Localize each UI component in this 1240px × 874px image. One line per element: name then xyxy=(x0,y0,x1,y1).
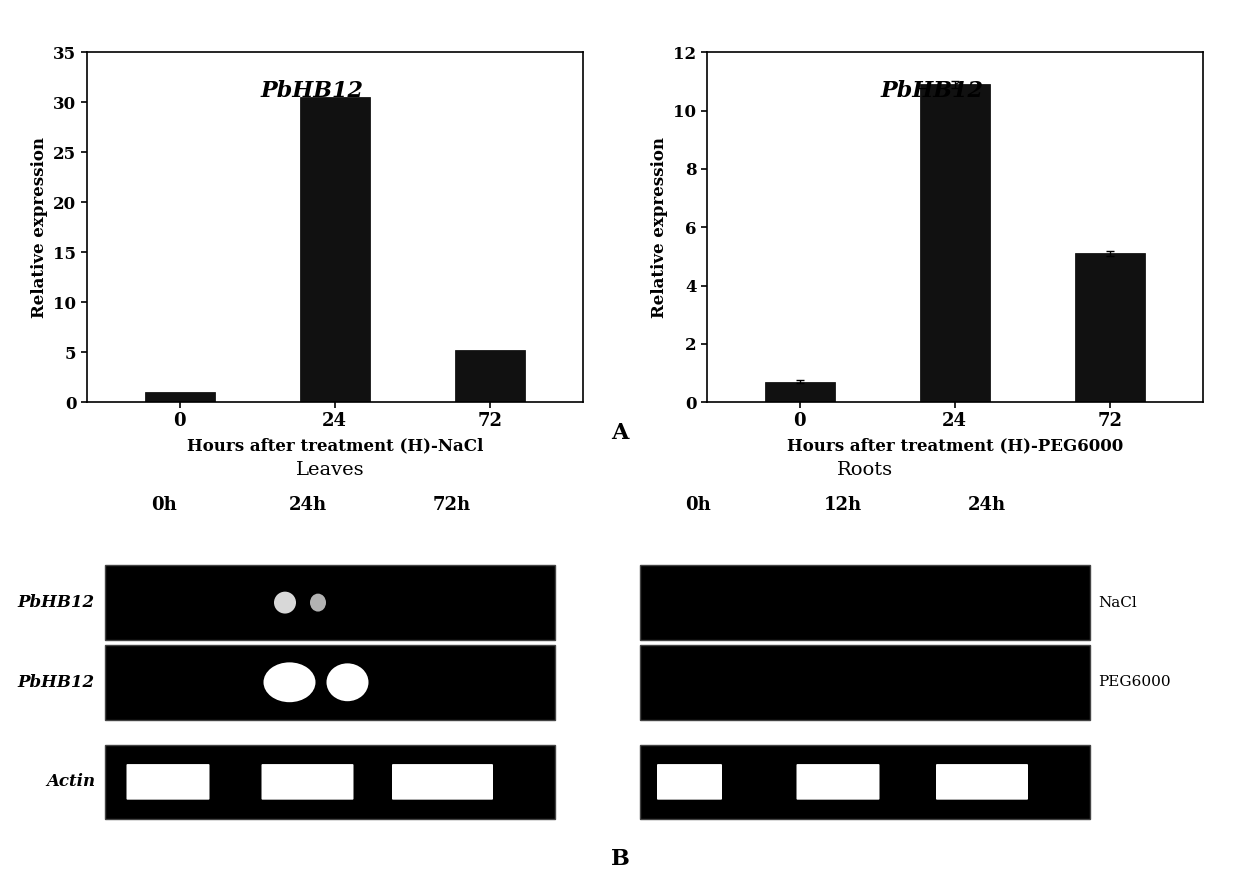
Text: Roots: Roots xyxy=(837,461,893,479)
Text: PbHB12: PbHB12 xyxy=(17,674,95,690)
Text: Leaves: Leaves xyxy=(295,461,365,479)
Bar xyxy=(920,85,990,402)
FancyBboxPatch shape xyxy=(936,764,1028,800)
Ellipse shape xyxy=(326,663,368,701)
X-axis label: Hours after treatment (H)-NaCl: Hours after treatment (H)-NaCl xyxy=(186,437,484,454)
Bar xyxy=(640,565,1090,640)
Text: PEG6000: PEG6000 xyxy=(1097,676,1171,690)
FancyBboxPatch shape xyxy=(392,764,494,800)
Bar xyxy=(640,645,1090,719)
Bar xyxy=(640,745,1090,819)
FancyBboxPatch shape xyxy=(262,764,353,800)
Text: PbHB12: PbHB12 xyxy=(260,80,363,102)
Text: 0h: 0h xyxy=(686,496,712,514)
Text: PbHB12: PbHB12 xyxy=(17,594,95,611)
Y-axis label: Relative expression: Relative expression xyxy=(31,136,47,318)
FancyBboxPatch shape xyxy=(796,764,879,800)
Bar xyxy=(105,745,556,819)
Text: Actin: Actin xyxy=(46,773,95,790)
Bar xyxy=(105,565,556,640)
FancyBboxPatch shape xyxy=(126,764,210,800)
Bar xyxy=(300,97,370,402)
Ellipse shape xyxy=(263,662,315,702)
Y-axis label: Relative expression: Relative expression xyxy=(651,136,667,318)
Bar xyxy=(765,382,835,402)
Bar xyxy=(1075,253,1145,402)
Bar xyxy=(145,392,215,402)
Text: 72h: 72h xyxy=(433,496,470,514)
Text: NaCl: NaCl xyxy=(1097,595,1137,609)
Text: A: A xyxy=(611,421,629,444)
Text: 24h: 24h xyxy=(289,496,326,514)
Ellipse shape xyxy=(274,592,296,614)
Text: 12h: 12h xyxy=(823,496,862,514)
Text: PbHB12: PbHB12 xyxy=(880,80,983,102)
FancyBboxPatch shape xyxy=(657,764,722,800)
Text: 24h: 24h xyxy=(967,496,1006,514)
Ellipse shape xyxy=(310,593,326,612)
Text: B: B xyxy=(610,848,630,870)
Bar xyxy=(455,350,525,402)
Bar xyxy=(105,645,556,719)
X-axis label: Hours after treatment (H)-PEG6000: Hours after treatment (H)-PEG6000 xyxy=(786,437,1123,454)
Text: 0h: 0h xyxy=(150,496,176,514)
